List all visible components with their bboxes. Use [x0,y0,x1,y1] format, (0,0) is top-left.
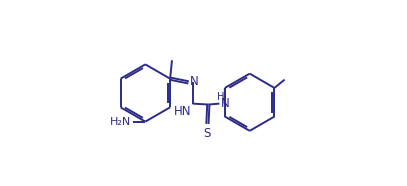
Text: H₂N: H₂N [110,117,131,127]
Text: H: H [217,92,224,102]
Text: N: N [190,75,198,88]
Text: HN: HN [174,105,192,118]
Text: S: S [204,127,211,140]
Text: N: N [221,97,230,110]
